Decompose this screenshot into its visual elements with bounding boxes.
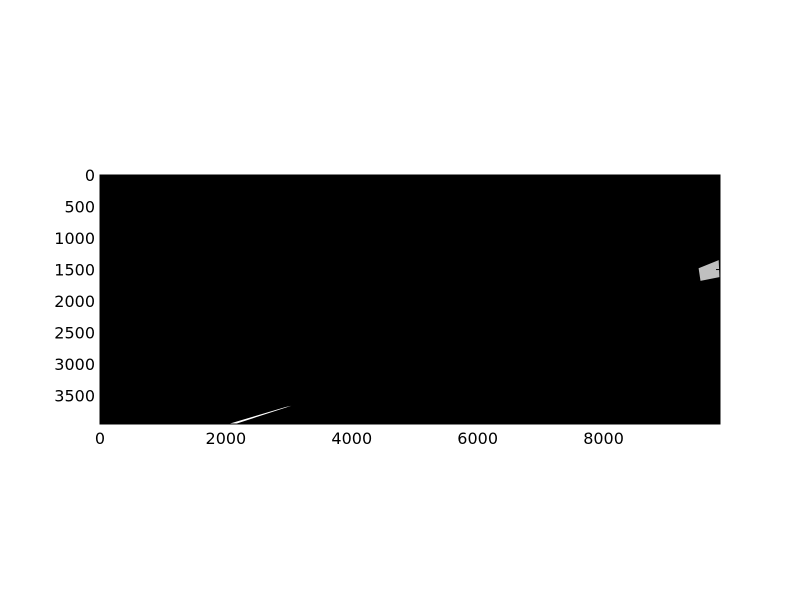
image-background (100, 175, 720, 424)
x-tick-label: 2000 (206, 429, 247, 448)
x-tick-label: 6000 (457, 429, 498, 448)
image-region-2 (698, 260, 720, 281)
y-tick-label: 3500 (54, 387, 95, 406)
y-tick-label: 2500 (54, 324, 95, 343)
axes (99, 174, 721, 425)
axes-frame (99, 174, 721, 425)
y-tick-label: 1500 (54, 261, 95, 280)
y-tick-label: 0 (85, 166, 95, 185)
x-tick-label: 4000 (331, 429, 372, 448)
y-tick-label: 3000 (54, 355, 95, 374)
x-tick-label: 0 (95, 429, 105, 448)
y-tick-label: 2000 (54, 292, 95, 311)
y-tick-label: 1000 (54, 229, 95, 248)
x-tick-label: 8000 (583, 429, 624, 448)
plot-area (100, 175, 720, 424)
y-axis: 0 500 1000 1500 2000 2500 3000 3500 (54, 166, 720, 406)
image-region-1 (228, 405, 292, 424)
x-axis: 0 2000 4000 6000 8000 (95, 175, 624, 448)
y-tick-label: 500 (64, 198, 95, 217)
